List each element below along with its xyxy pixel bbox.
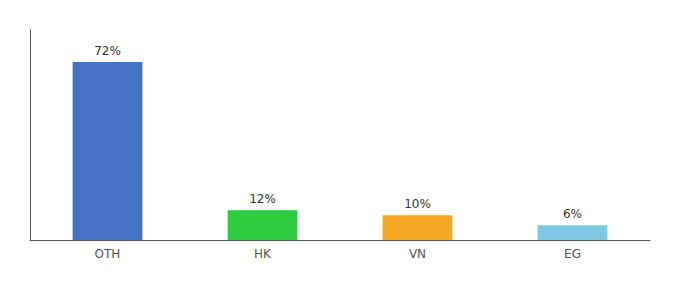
- svg-text:HK: HK: [254, 247, 272, 261]
- svg-text:OTH: OTH: [95, 247, 121, 261]
- svg-text:72%: 72%: [94, 44, 121, 58]
- svg-text:EG: EG: [564, 247, 581, 261]
- svg-text:12%: 12%: [249, 192, 276, 206]
- svg-text:10%: 10%: [404, 197, 431, 211]
- svg-text:VN: VN: [409, 247, 426, 261]
- svg-text:6%: 6%: [563, 207, 582, 221]
